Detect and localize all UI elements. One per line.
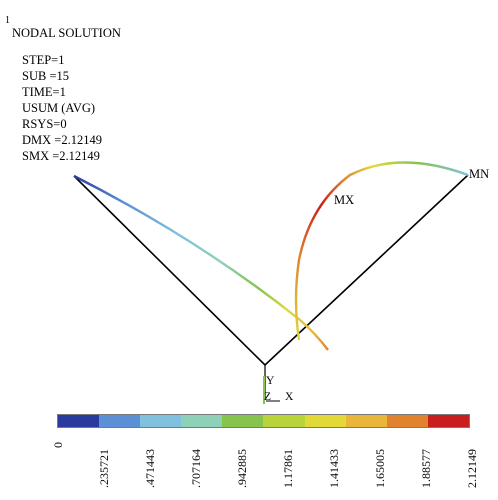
mn-label: MN xyxy=(469,167,489,181)
legend-color-cell xyxy=(222,415,264,427)
step-line: STEP=1 xyxy=(22,53,65,67)
legend-tick: 2.12149 xyxy=(465,449,479,488)
legend-color-cell xyxy=(304,415,346,427)
legend-tick: .707164 xyxy=(189,449,203,488)
legend-tick: 0 xyxy=(51,442,65,448)
undeformed-shape xyxy=(73,174,469,367)
legend-tick: .471443 xyxy=(143,449,157,488)
legend-color-cell xyxy=(345,415,387,427)
deformed-right-member xyxy=(294,161,469,341)
legend-tick: 1.17861 xyxy=(281,449,295,488)
usum-line: USUM (AVG) xyxy=(22,101,96,115)
deformed-left-member xyxy=(73,174,329,351)
contour-legend-bar xyxy=(57,414,470,428)
deformation-plot: MX MN Y Z X xyxy=(73,161,489,404)
legend-color-cell xyxy=(263,415,305,427)
legend-tick: 1.65005 xyxy=(373,449,387,488)
rsys-line: RSYS=0 xyxy=(22,117,67,131)
dmx-line: DMX =2.12149 xyxy=(22,133,102,147)
triad-y-label: Y xyxy=(266,375,275,387)
legend-color-cell xyxy=(58,415,100,427)
legend-color-cell xyxy=(140,415,182,427)
legend-color-cell xyxy=(181,415,223,427)
substep-line: SUB =15 xyxy=(22,69,69,83)
legend-color-cell xyxy=(99,415,141,427)
smx-line: SMX =2.12149 xyxy=(22,149,100,163)
legend-color-cell xyxy=(386,415,428,427)
legend-tick: .235721 xyxy=(97,449,111,488)
mx-label: MX xyxy=(334,193,354,207)
window-number: 1 xyxy=(5,15,10,26)
legend-tick: 1.88577 xyxy=(419,449,433,488)
triad-z-label: Z xyxy=(264,391,271,403)
plot-title: NODAL SOLUTION xyxy=(12,26,121,40)
legend-color-cell xyxy=(427,415,469,427)
time-line: TIME=1 xyxy=(22,85,66,99)
legend-tick: 1.41433 xyxy=(327,449,341,488)
triad-x-label: X xyxy=(285,391,294,403)
legend-tick: .942885 xyxy=(235,449,249,488)
